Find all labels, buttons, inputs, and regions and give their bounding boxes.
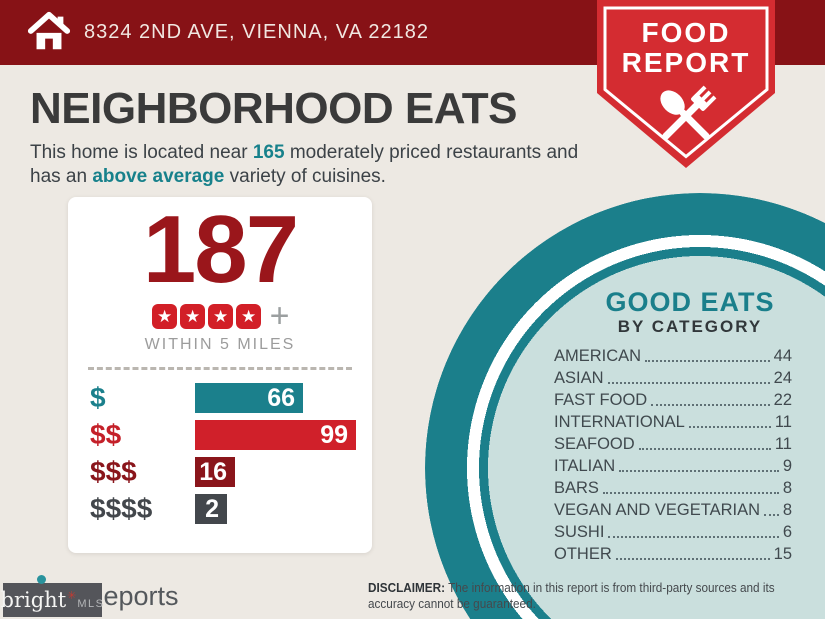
disclaimer-text: The information in this report is from t…	[448, 581, 775, 595]
star-rating: ★ ★ ★ ★ +	[68, 297, 372, 336]
subtitle-line2: has an above average variety of cuisines…	[30, 165, 578, 189]
price-tier-label: $$	[90, 419, 122, 451]
price-bar-row: $66	[68, 382, 372, 414]
brightmls-logo-star-icon: ✳	[67, 589, 77, 602]
restaurant-count-highlight: 165	[252, 142, 285, 163]
category-count: 44	[773, 347, 792, 365]
price-tier-bar: 66	[195, 383, 303, 414]
category-name: AMERICAN	[554, 347, 642, 365]
subtitle-line1: This home is located near 165 moderately…	[30, 141, 578, 165]
subtitle-text: has an	[30, 166, 93, 187]
category-name: SEAFOOD	[554, 435, 635, 453]
category-count: 11	[774, 413, 792, 431]
disclaimer-label: DISCLAIMER:	[368, 581, 446, 595]
dotted-leader	[764, 514, 779, 516]
disclaimer-line2: accuracy cannot be guaranteed.	[368, 597, 536, 611]
dotted-leader	[651, 404, 770, 406]
good-eats-title: GOOD EATS	[605, 287, 775, 317]
subtitle-text: moderately priced restaurants and	[284, 142, 579, 163]
dotted-leader	[602, 492, 779, 494]
category-name: SUSHI	[554, 523, 605, 541]
category-count: 8	[782, 479, 792, 497]
variety-highlight: above average	[92, 166, 225, 187]
price-tier-bar: 16	[195, 457, 235, 488]
category-name: OTHER	[554, 545, 612, 563]
price-tier-bar: 2	[195, 494, 227, 525]
badge-line2: REPORT	[622, 47, 751, 78]
brightmls-logo-mls: MLS	[77, 597, 105, 610]
category-row: ITALIAN 9	[554, 454, 792, 476]
page-title: NEIGHBORHOOD EATS	[30, 84, 517, 133]
good-eats-subtitle: BY CATEGORY	[617, 317, 763, 336]
subtitle-text: variety of cuisines.	[224, 166, 386, 187]
category-name: BARS	[554, 479, 599, 497]
price-bar-row: $$ 99	[68, 419, 372, 451]
dotted-leader	[645, 360, 770, 362]
subtitle-text: This home is located near	[30, 142, 253, 163]
category-name: ASIAN	[554, 369, 604, 387]
category-row: SEAFOOD 11	[554, 432, 792, 454]
summary-card: 187 ★ ★ ★ ★ + WITHIN 5 MILES $66 $$ 99 $$$ 16 $$$…	[68, 197, 372, 553]
brightmls-logo-bright: bright	[0, 588, 67, 612]
home-icon	[27, 11, 71, 50]
restaurant-count: 187	[142, 196, 299, 303]
category-row: SUSHI 6	[554, 520, 792, 542]
disclaimer-line1: DISCLAIMER: The information in this repo…	[368, 580, 775, 596]
dotted-leader	[607, 382, 770, 384]
dotted-leader	[608, 536, 779, 538]
dotted-leader	[615, 558, 770, 560]
fork-and-spoon-icon	[660, 85, 717, 140]
category-name: FAST FOOD	[554, 391, 648, 409]
category-name: VEGAN AND VEGETARIAN	[554, 501, 760, 519]
category-row: VEGAN AND VEGETARIAN 8	[554, 498, 792, 520]
category-row: INTERNATIONAL 11	[554, 410, 792, 432]
badge-line1: FOOD	[642, 17, 731, 48]
teal-dot-icon	[37, 575, 46, 584]
property-address: 8324 2ND AVE, VIENNA, VA 22182	[84, 21, 429, 43]
category-count: 15	[773, 545, 792, 563]
price-tier-label: $$$	[90, 456, 137, 488]
star-icon: ★	[180, 303, 206, 329]
star-icon: ★	[236, 303, 262, 329]
star-icon: ★	[152, 303, 178, 329]
price-bar-row: $$$ 16	[68, 456, 372, 488]
good-eats-category-list: AMERICAN 44 ASIAN 24 FAST FOOD 22 INTERNATIONA…	[554, 344, 792, 564]
category-name: ITALIAN	[554, 457, 616, 475]
category-count: 8	[782, 501, 792, 519]
category-count: 9	[782, 457, 792, 475]
dotted-leader	[619, 470, 779, 472]
category-row: FAST FOOD 22	[554, 388, 792, 410]
category-row: ASIAN 24	[554, 366, 792, 388]
dotted-leader	[638, 448, 771, 450]
price-tier-label: $	[90, 382, 106, 414]
disclaimer: DISCLAIMER: The information in this repo…	[368, 580, 775, 612]
price-bar-row: $$$$ 2	[68, 493, 372, 525]
category-count: 11	[774, 435, 792, 453]
category-name: INTERNATIONAL	[554, 413, 685, 431]
category-count: 6	[782, 523, 792, 541]
category-row: OTHER 15	[554, 542, 792, 564]
category-row: AMERICAN 44	[554, 344, 792, 366]
category-count: 22	[773, 391, 792, 409]
radius-label: WITHIN 5 MILES	[144, 336, 296, 354]
category-count: 24	[773, 369, 792, 387]
food-report-badge: FOOD REPORT	[597, 0, 775, 168]
dotted-leader	[688, 426, 771, 428]
price-tier-bar-chart: $66 $$ 99 $$$ 16 $$$$ 2	[68, 382, 372, 525]
dashed-divider	[88, 367, 352, 371]
price-tier-bar: 99	[195, 420, 356, 451]
price-tier-label: $$$$	[90, 493, 153, 525]
brightmls-logo: bright ✳ MLS	[0, 583, 105, 617]
page-subtitle: This home is located near 165 moderately…	[30, 141, 578, 189]
category-row: BARS 8	[554, 476, 792, 498]
star-icon: ★	[208, 303, 234, 329]
plus-icon: +	[269, 297, 290, 336]
